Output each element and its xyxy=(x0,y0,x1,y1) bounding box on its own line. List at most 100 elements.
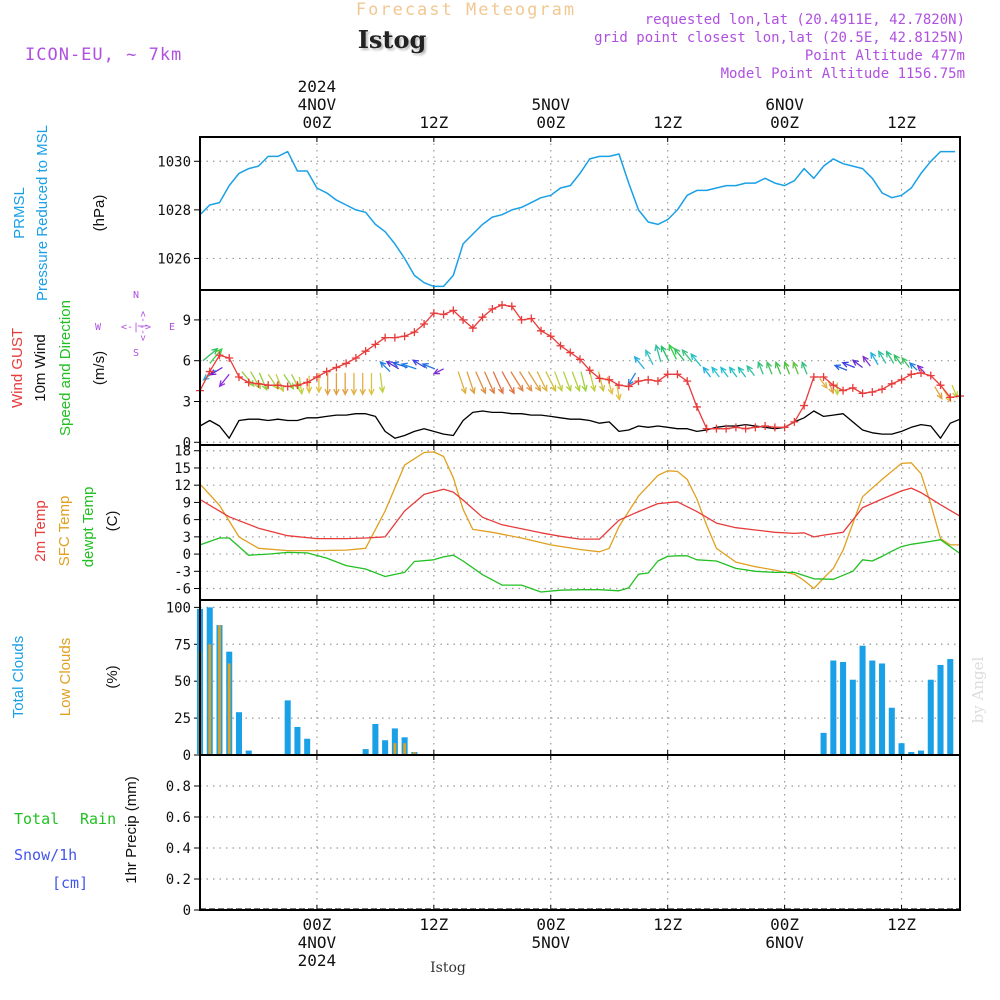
gust-marker xyxy=(556,341,565,350)
wind-arrow-head xyxy=(278,385,285,393)
gust-marker xyxy=(420,319,429,328)
wind-arrow-head xyxy=(248,380,255,388)
wind-arrow-head xyxy=(565,384,572,393)
y-tick-label: 3 xyxy=(183,530,191,546)
gust-marker xyxy=(371,340,380,349)
precip-panel: 0 0.2 0.4 0.6 0.8 xyxy=(166,755,960,919)
wind-arrow-head xyxy=(379,360,387,368)
temp-2m-line xyxy=(199,487,961,540)
wind-direction-arrow xyxy=(819,377,828,389)
wind-direction-arrow xyxy=(501,371,515,394)
wind-direction-arrow xyxy=(766,362,773,375)
model-altitude: Model Point Altitude 1156.75m xyxy=(721,66,965,82)
wind-arrow-head xyxy=(216,347,223,355)
wind-arrow-head xyxy=(305,386,313,394)
gust-marker xyxy=(488,305,497,314)
gust-marker xyxy=(585,366,594,375)
gust-marker xyxy=(566,348,575,357)
bottom-time-label-year: 2024 xyxy=(298,951,337,970)
gust-marker xyxy=(761,421,770,430)
wind-direction-arrow xyxy=(627,372,637,386)
gust-marker xyxy=(546,332,555,341)
top-time-label-hour: 12Z xyxy=(419,113,448,132)
wind-arrow-head xyxy=(766,360,773,369)
total-cloud-bar xyxy=(927,679,934,754)
gust-marker xyxy=(410,328,419,337)
wind-arrow-head xyxy=(851,359,859,366)
temperature-labels: 2m Temp SFC Temp dewpt Temp (C) xyxy=(32,487,121,568)
total-cloud-bar xyxy=(372,724,379,754)
pressure-labels: PRMSL Pressure Reduced to MSL (hPa) xyxy=(11,125,108,301)
wind-arrow-head xyxy=(359,388,366,397)
gust-marker xyxy=(839,386,848,395)
wind-arrow-head xyxy=(211,347,219,355)
precip-label-snow: Snow/1h xyxy=(14,846,77,864)
wind-direction-arrow xyxy=(422,363,436,370)
wind-direction-arrow xyxy=(878,351,887,364)
wind-arrow-head xyxy=(668,343,675,351)
wind-direction-arrow xyxy=(386,361,400,370)
temperature-frame xyxy=(199,444,961,601)
total-cloud-bar xyxy=(840,662,847,754)
wind-arrow-head xyxy=(557,384,564,393)
wind-direction-arrow xyxy=(466,371,475,394)
total-cloud-bar xyxy=(888,707,895,754)
wind-arrow-head xyxy=(497,387,504,395)
wind-direction-arrow xyxy=(483,371,495,394)
gust-marker xyxy=(244,378,253,387)
y-tick-label: 0 xyxy=(183,903,191,919)
wind-direction-arrow xyxy=(901,357,910,368)
y-tick-label: 12 xyxy=(174,478,191,494)
requested-coords: requested lon,lat (20.4911E, 42.7820N) xyxy=(645,12,965,28)
gust-marker xyxy=(351,353,360,362)
gust-marker xyxy=(644,375,653,384)
compass-s: S xyxy=(133,348,139,359)
wind-direction-arrow xyxy=(885,351,895,364)
top-time-label-hour: 00Z xyxy=(536,113,565,132)
wind-arrow-head xyxy=(681,348,689,357)
wind-arrow-head xyxy=(460,387,467,395)
wind-direction-arrow xyxy=(660,346,670,361)
precip-label-total: Total xyxy=(14,810,59,828)
cloud-label-total: Total Clouds xyxy=(10,636,27,719)
wind-arrow-head xyxy=(801,360,808,369)
gust-marker xyxy=(468,324,477,333)
temp-unit: (C) xyxy=(104,511,121,532)
gust-marker xyxy=(663,370,672,379)
wind-arrow-head xyxy=(702,366,709,374)
y-tick-label: 0.8 xyxy=(166,779,191,795)
y-tick-label: 3 xyxy=(183,394,191,410)
wind-arrow-head xyxy=(574,384,581,393)
wind-direction-arrow xyxy=(433,368,444,375)
wind-arrow-head xyxy=(432,368,440,375)
wind-unit: (m/s) xyxy=(91,351,108,385)
gust-marker xyxy=(809,373,818,382)
wind-direction-arrow xyxy=(702,367,712,378)
temp-label-2m: 2m Temp xyxy=(32,500,49,561)
wind-arrow-head xyxy=(534,384,542,393)
wind-arrow-head xyxy=(833,364,842,371)
top-time-label-date: 6NOV xyxy=(765,95,804,114)
wind-direction-arrow xyxy=(801,362,808,375)
wind-direction-arrow xyxy=(729,367,738,378)
total-cloud-bar xyxy=(918,750,925,754)
wind-direction-arrow xyxy=(634,356,645,370)
gust-marker xyxy=(400,332,409,341)
gust-marker xyxy=(741,424,750,433)
gust-marker xyxy=(731,423,740,432)
wind-direction-arrow xyxy=(562,371,572,392)
precip-unit: 1hr Precip (mm) xyxy=(123,776,140,884)
bottom-time-label-date: 6NOV xyxy=(765,933,804,952)
wind-direction-arrow xyxy=(219,373,230,387)
gust-marker xyxy=(225,353,234,362)
wind-direction-arrow xyxy=(870,352,879,366)
wind-arrow-head xyxy=(720,366,727,374)
wind-direction-arrow xyxy=(519,371,533,392)
wind-arrow-head xyxy=(746,364,753,373)
wind-arrow-head xyxy=(711,366,718,374)
gust-marker xyxy=(790,417,799,426)
gust-marker xyxy=(429,309,438,318)
wind-direction-arrow xyxy=(681,349,693,363)
total-cloud-bar xyxy=(859,645,866,754)
